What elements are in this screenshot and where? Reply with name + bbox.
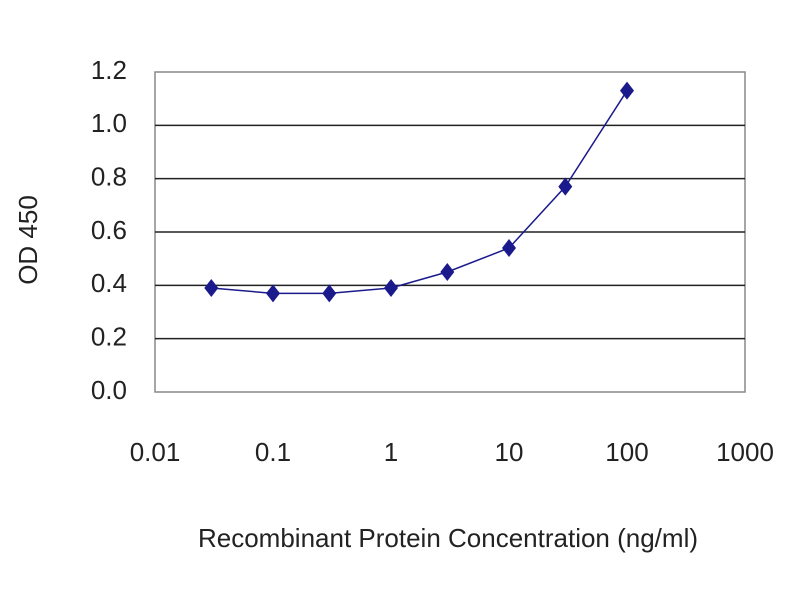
x-tick-label: 100 [605, 437, 648, 467]
data-point [440, 263, 455, 281]
series-line [211, 90, 628, 295]
y-axis-label: OD 450 [13, 195, 43, 285]
data-point [502, 239, 516, 257]
data-point [322, 284, 337, 303]
y-tick-label: 0.8 [91, 162, 127, 192]
y-tick-label: 0.6 [91, 215, 127, 245]
y-tick-label: 0.0 [91, 375, 127, 405]
data-point [384, 279, 398, 297]
x-tick-label: 0.01 [130, 437, 181, 467]
data-point [558, 177, 573, 196]
y-tick-label: 0.4 [91, 268, 127, 298]
y-tick-label: 0.2 [91, 322, 127, 352]
data-point [204, 279, 219, 297]
y-tick-label: 1.0 [91, 108, 127, 138]
x-tick-label: 1000 [716, 437, 774, 467]
y-tick-label: 1.2 [91, 55, 127, 85]
data-point [266, 284, 280, 303]
x-tick-label: 0.1 [255, 437, 291, 467]
x-axis-label: Recombinant Protein Concentration (ng/ml… [198, 523, 698, 553]
x-tick-label: 10 [495, 437, 524, 467]
x-tick-label: 1 [384, 437, 398, 467]
data-point [620, 81, 634, 100]
